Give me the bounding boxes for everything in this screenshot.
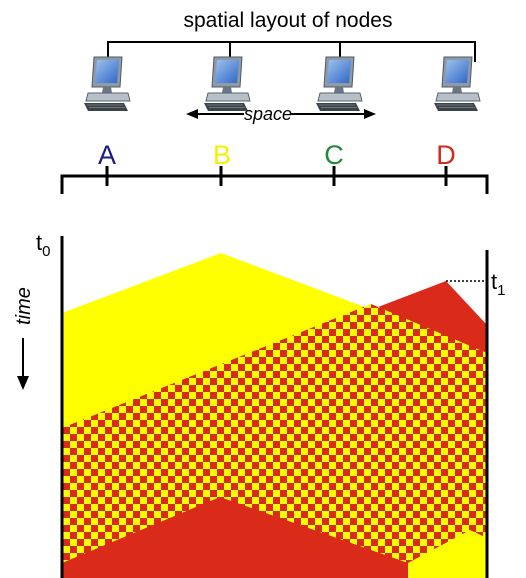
computer-icon-c [315,56,363,112]
t0-label: t0 [36,230,50,260]
timeline-axes [60,236,489,578]
space-arrow [186,109,376,119]
computer-icon-a [83,56,131,112]
signal-node-d-tail [62,497,408,578]
node-label-b: B [213,140,231,170]
t1-label: t1 [491,269,505,299]
time-axis-label: time [13,287,35,325]
computer-icon-d [433,56,481,112]
diagram-title: spatial layout of nodes [184,9,393,32]
node-label-d: D [436,140,456,170]
node-label-c: C [324,140,344,170]
bus-line [60,166,489,194]
spatial-bracket [107,41,476,62]
signal-node-b-tail [408,530,487,578]
computer-icon-b [203,56,251,112]
time-arrow [17,338,29,390]
space-label: space [244,104,292,124]
collision-region [62,304,487,578]
node-label-a: A [98,140,116,170]
